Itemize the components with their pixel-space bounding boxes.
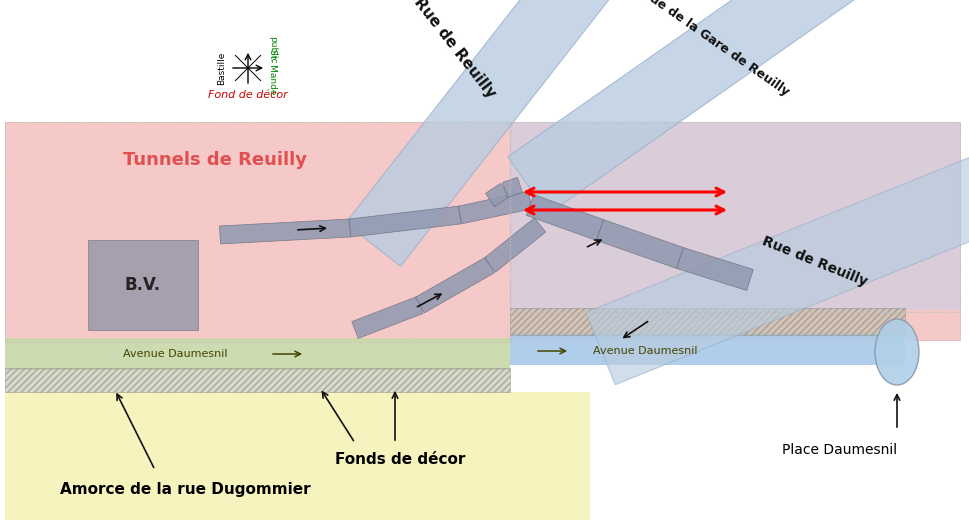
Polygon shape [508,0,891,214]
Polygon shape [457,191,531,224]
Text: Avenue Daumesnil: Avenue Daumesnil [592,346,697,356]
Bar [5,392,589,520]
Polygon shape [485,183,509,207]
Text: Fond de décor: Fond de décor [208,90,288,100]
Text: Rue de Reuilly: Rue de Reuilly [760,234,869,290]
Polygon shape [352,296,422,338]
Polygon shape [219,219,350,244]
Text: St. Mandé: St. Mandé [267,49,277,95]
Bar [510,308,904,335]
Bar [5,122,510,342]
Text: Place Daumesnil: Place Daumesnil [782,443,896,457]
Text: public: public [267,36,277,64]
Bar [510,333,904,365]
Polygon shape [502,177,522,198]
Polygon shape [676,247,753,291]
Bar [510,122,959,310]
Text: Rue de la Gare de Reuilly: Rue de la Gare de Reuilly [638,0,791,98]
Polygon shape [596,220,683,268]
Bar [88,240,198,330]
Text: Tunnels de Reuilly: Tunnels de Reuilly [123,151,306,169]
Text: Bastille: Bastille [217,51,226,85]
Bar [510,122,959,312]
Polygon shape [349,206,460,237]
Polygon shape [585,151,969,385]
Bar [5,368,510,392]
Bar [5,2,959,122]
Bar [5,338,510,370]
Polygon shape [526,195,603,240]
Polygon shape [345,0,634,266]
Text: B.V.: B.V. [125,276,161,294]
Text: Avenue Daumesnil: Avenue Daumesnil [123,349,227,359]
Polygon shape [415,257,494,313]
Text: Rue de Reuilly: Rue de Reuilly [411,0,498,101]
Bar [5,122,959,340]
Text: Amorce de la rue Dugommier: Amorce de la rue Dugommier [60,482,310,497]
Ellipse shape [874,319,918,385]
Text: Fonds de décor: Fonds de décor [334,453,465,468]
Polygon shape [484,218,545,272]
